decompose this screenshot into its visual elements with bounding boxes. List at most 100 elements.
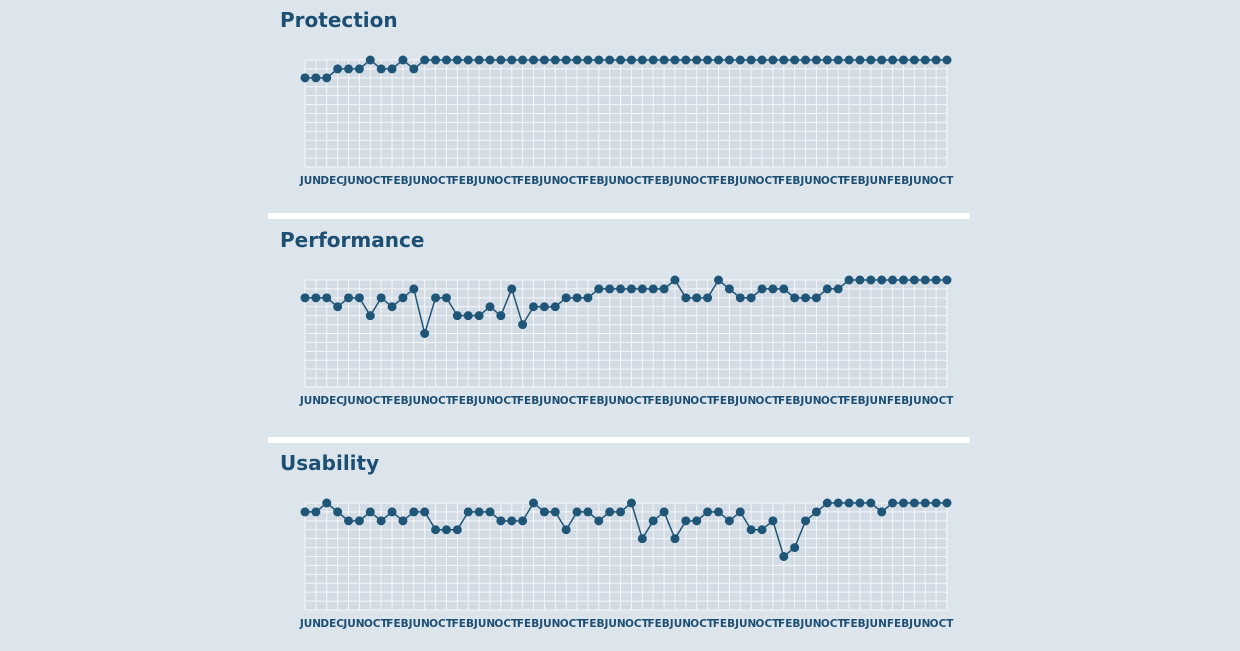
x-tick-label: JUN	[734, 618, 756, 630]
x-tick-label: JUN	[799, 395, 821, 407]
x-tick-label: OCT	[625, 395, 650, 407]
point	[779, 552, 789, 561]
point	[724, 516, 734, 526]
x-tick-label: FEB	[517, 175, 539, 187]
x-tick-label: FEB	[582, 395, 604, 407]
chart-title: Performance	[280, 228, 424, 252]
x-tick-label: JUN	[908, 175, 930, 187]
point	[561, 293, 571, 303]
x-tick-label: OCT	[429, 618, 454, 630]
point	[713, 507, 723, 517]
point	[463, 311, 473, 321]
x-tick-label: FEB	[452, 395, 474, 407]
x-tick-label: FEB	[517, 395, 539, 407]
x-tick-label: JUN	[604, 618, 626, 630]
point	[518, 516, 528, 526]
x-tick-label: JUN	[408, 395, 430, 407]
point	[354, 64, 364, 74]
x-tick-label: JUN	[734, 395, 756, 407]
point	[594, 516, 604, 526]
point	[844, 498, 854, 508]
x-tick-label: FEB	[713, 395, 735, 407]
x-tick-label: JUN	[799, 618, 821, 630]
point	[344, 293, 354, 303]
point	[833, 284, 843, 294]
point	[452, 311, 462, 321]
point	[463, 507, 473, 517]
point	[648, 516, 658, 526]
point	[300, 293, 310, 303]
x-tick-label: JUN	[908, 618, 930, 630]
point	[441, 525, 451, 535]
point	[605, 507, 615, 517]
point	[692, 293, 702, 303]
x-tick-label: FEB	[843, 395, 865, 407]
point	[474, 55, 484, 65]
point	[703, 293, 713, 303]
point	[365, 55, 375, 65]
point	[855, 275, 865, 285]
point	[626, 498, 636, 508]
point	[811, 55, 821, 65]
point	[300, 73, 310, 83]
x-tick-label: OCT	[690, 618, 715, 630]
point	[333, 507, 343, 517]
point	[387, 507, 397, 517]
point	[801, 55, 811, 65]
x-tick-label: JUN	[473, 395, 495, 407]
x-tick-label: FEB	[647, 618, 669, 630]
x-tick-label: FEB	[452, 618, 474, 630]
point	[431, 293, 441, 303]
x-tick-label: OCT	[625, 175, 650, 187]
x-tick-label: OCT	[690, 175, 715, 187]
point	[420, 55, 430, 65]
point	[561, 525, 571, 535]
point	[409, 284, 419, 294]
point	[637, 534, 647, 544]
point	[757, 525, 767, 535]
x-tick-label: FEB	[778, 175, 800, 187]
point	[507, 284, 517, 294]
x-tick-label: JUN	[865, 618, 887, 630]
point	[354, 516, 364, 526]
x-tick-label: JUN	[299, 395, 321, 407]
point	[311, 73, 321, 83]
x-tick-label: FEB	[386, 175, 408, 187]
point	[496, 311, 506, 321]
point	[387, 64, 397, 74]
point	[768, 55, 778, 65]
point	[757, 284, 767, 294]
point	[398, 293, 408, 303]
point	[866, 55, 876, 65]
x-tick-label: JUN	[604, 175, 626, 187]
point	[931, 498, 941, 508]
x-tick-label: JUN	[799, 175, 821, 187]
point	[833, 55, 843, 65]
x-tick-label: JUN	[865, 395, 887, 407]
point	[420, 329, 430, 338]
point	[605, 55, 615, 65]
point	[485, 507, 495, 517]
point	[888, 275, 898, 285]
point	[474, 311, 484, 321]
x-tick-label: OCT	[429, 175, 454, 187]
x-tick-label: FEB	[582, 175, 604, 187]
x-tick-label: DEC	[320, 175, 344, 187]
point	[877, 55, 887, 65]
point	[376, 293, 386, 303]
point	[496, 55, 506, 65]
point	[931, 55, 941, 65]
point	[496, 516, 506, 526]
point	[855, 498, 865, 508]
point	[344, 516, 354, 526]
x-tick-label: JUN	[669, 395, 691, 407]
x-tick-label: JUN	[342, 618, 364, 630]
x-tick-label: OCT	[364, 618, 389, 630]
point	[877, 507, 887, 517]
point	[431, 55, 441, 65]
point	[920, 498, 930, 508]
point	[801, 293, 811, 303]
x-tick-label: DEC	[320, 618, 344, 630]
